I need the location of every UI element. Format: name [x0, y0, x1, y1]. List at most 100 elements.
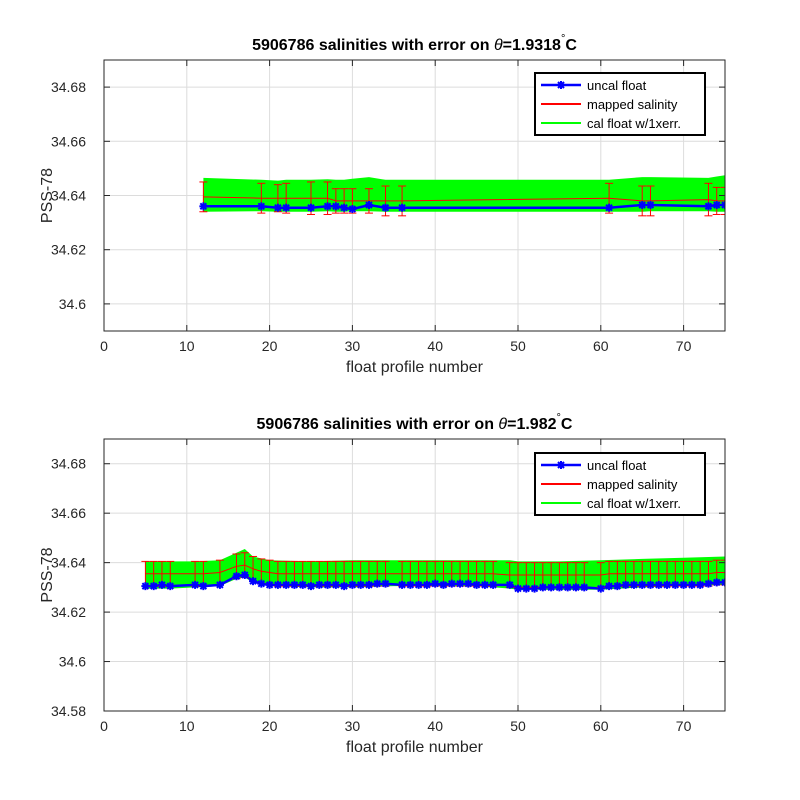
x-axis-label: float profile number	[346, 359, 484, 376]
uncal-float-point	[398, 580, 407, 589]
cal-float-error-band	[203, 175, 725, 212]
uncal-float-point	[480, 580, 489, 589]
uncal-float-point	[538, 583, 547, 592]
x-tick-label: 30	[345, 718, 361, 734]
uncal-float-point	[282, 203, 291, 212]
uncal-float-point	[679, 580, 688, 589]
legend-item: cal float w/1xerr.	[541, 496, 681, 511]
mapped-salinity-errorbar	[646, 185, 655, 217]
uncal-float-point	[249, 577, 258, 586]
uncal-float-point	[663, 580, 672, 589]
uncal-float-point	[257, 202, 266, 211]
y-axis-label: PSS-78	[39, 547, 56, 602]
uncal-float-point	[431, 579, 440, 588]
uncal-float-point	[704, 202, 713, 211]
x-tick-label: 50	[510, 338, 526, 354]
y-tick-label: 34.68	[51, 79, 86, 95]
legend-label: uncal float	[587, 458, 647, 473]
x-tick-label: 20	[262, 338, 278, 354]
mapped-salinity-errorbar	[638, 185, 647, 217]
uncal-float-point	[406, 580, 415, 589]
uncal-float-point	[348, 205, 357, 214]
uncal-float-point	[323, 580, 332, 589]
uncal-float-point	[232, 572, 241, 581]
uncal-float-point	[712, 200, 721, 209]
uncal-float-point	[273, 580, 282, 589]
title-value: =1.982	[507, 416, 556, 433]
uncal-float-point	[298, 580, 307, 589]
axes-box	[103, 438, 726, 712]
y-tick-label: 34.6	[59, 296, 86, 312]
uncal-float-point	[505, 580, 514, 589]
x-tick-label: 70	[676, 718, 692, 734]
legend-marker	[557, 461, 565, 469]
legend-label: mapped salinity	[587, 477, 678, 492]
uncal-float-point	[638, 580, 647, 589]
uncal-float-point	[273, 203, 282, 212]
uncal-float-point	[348, 580, 357, 589]
plot-series	[141, 549, 725, 593]
uncal-float-point	[215, 580, 224, 589]
uncal-float-point	[323, 202, 332, 211]
uncal-float-point	[191, 580, 200, 589]
uncal-float-point	[596, 584, 605, 593]
uncal-float-point	[381, 579, 390, 588]
uncal-float-point	[282, 580, 291, 589]
y-tick-label: 34.66	[51, 505, 86, 521]
y-tick-label: 34.6	[59, 654, 86, 670]
legend-label: cal float w/1xerr.	[587, 116, 681, 131]
legend-item: mapped salinity	[541, 97, 678, 112]
x-tick-label: 10	[179, 718, 195, 734]
uncal-float-point	[514, 584, 522, 593]
uncal-float-point	[571, 583, 580, 592]
x-tick-label: 60	[593, 338, 609, 354]
uncal-float-point	[629, 580, 638, 589]
mapped-salinity-line	[203, 196, 725, 202]
uncal-float-point	[646, 580, 655, 589]
uncal-float-point	[290, 580, 299, 589]
legend-label: mapped salinity	[587, 97, 678, 112]
uncal-float-point	[530, 584, 539, 593]
uncal-float-point	[638, 200, 647, 209]
uncal-float-point	[373, 579, 382, 588]
uncal-float-point	[340, 582, 349, 591]
y-tick-label: 34.58	[51, 703, 86, 719]
uncal-float-point	[149, 582, 158, 591]
uncal-float-point	[704, 579, 713, 588]
title-unit: C	[561, 416, 573, 433]
uncal-float-point	[654, 580, 663, 589]
title-prefix: 5906786 salinities with error on	[252, 37, 494, 54]
uncal-float-point	[240, 571, 249, 579]
uncal-float-point	[166, 582, 175, 591]
legend-item: cal float w/1xerr.	[541, 116, 681, 131]
uncal-float-point	[199, 582, 208, 591]
uncal-float-point	[613, 582, 622, 591]
x-tick-label: 20	[262, 718, 278, 734]
uncal-float-point	[331, 202, 340, 211]
y-tick-label: 34.62	[51, 242, 86, 258]
uncal-float-point	[721, 578, 725, 587]
legend-label: cal float w/1xerr.	[587, 496, 681, 511]
x-tick-label: 10	[179, 338, 195, 354]
uncal-float-point	[605, 582, 614, 591]
uncal-float-point	[563, 583, 572, 592]
mapped-salinity-errorbar	[721, 186, 725, 215]
uncal-float-point	[464, 579, 473, 588]
x-tick-label: 40	[427, 338, 443, 354]
uncal-float-point	[265, 580, 274, 589]
x-tick-label: 70	[676, 338, 692, 354]
legend-label: uncal float	[587, 78, 647, 93]
uncal-float-point	[621, 580, 630, 589]
title-theta: θ	[498, 416, 507, 433]
uncal-float-point	[547, 583, 556, 592]
uncal-float-point	[522, 584, 531, 593]
uncal-float-point	[157, 580, 166, 589]
x-axis-label: float profile number	[346, 739, 484, 756]
y-tick-label: 34.66	[51, 133, 86, 149]
uncal-float-point	[696, 580, 705, 589]
uncal-float-point	[687, 580, 696, 589]
chart-panel-1: 0 10 20 30 40 50 60 70 34.6 34.62 34.64 34.66 34.68 f…	[39, 33, 726, 376]
x-tick-label: 60	[593, 718, 609, 734]
uncal-float-point	[315, 580, 324, 589]
